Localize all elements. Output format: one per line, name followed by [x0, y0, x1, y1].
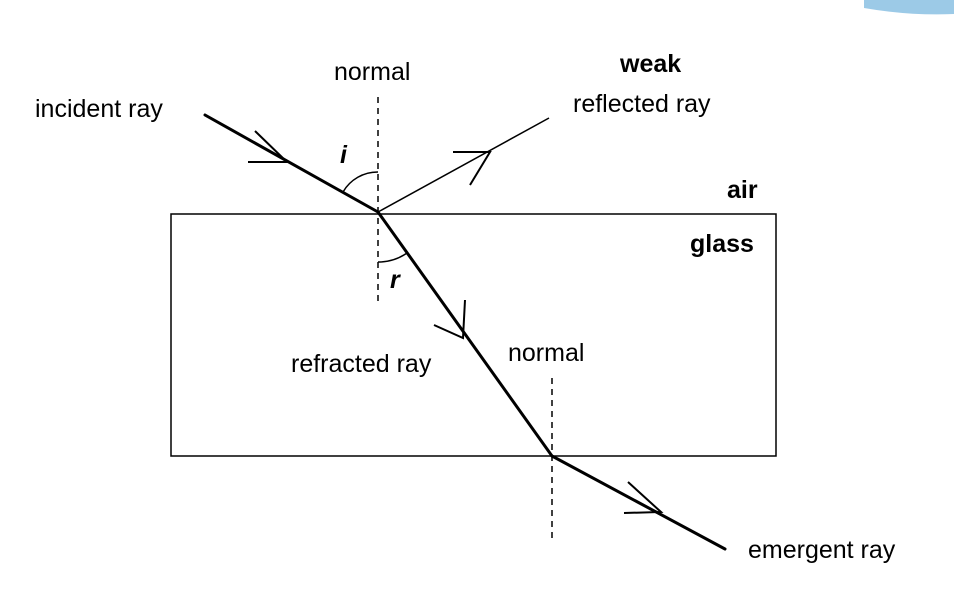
weak-label: weak	[619, 50, 681, 78]
incident-ray-label: incident ray	[35, 95, 163, 123]
normal-bottom-label: normal	[508, 339, 584, 367]
air-label: air	[727, 176, 758, 204]
refracted-ray-label: refracted ray	[291, 350, 432, 378]
angle-i-label: i	[340, 141, 348, 169]
reflected-ray-line	[377, 117, 550, 213]
normal-top-label: normal	[334, 58, 410, 86]
refracted-ray-arrow	[433, 299, 466, 340]
refracted-ray-line	[376, 210, 554, 458]
emergent-ray-label: emergent ray	[748, 536, 896, 564]
corner-accent	[864, 0, 954, 15]
angle-i-arc	[342, 171, 379, 193]
angle-r-label: r	[390, 266, 401, 294]
reflected-ray-label: reflected ray	[573, 90, 711, 118]
angle-r-arc	[377, 252, 408, 263]
incident-ray-arrow	[248, 130, 290, 163]
incident-ray-line	[203, 113, 380, 214]
emergent-ray-arrow	[623, 481, 664, 514]
emergent-ray-line	[550, 454, 727, 551]
glass-label: glass	[690, 230, 754, 258]
glass-block	[170, 213, 777, 457]
reflected-ray-arrow	[453, 151, 492, 186]
